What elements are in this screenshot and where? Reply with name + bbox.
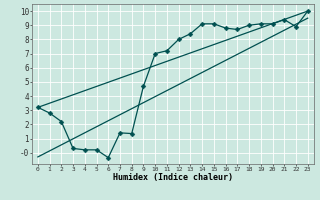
X-axis label: Humidex (Indice chaleur): Humidex (Indice chaleur) [113,173,233,182]
